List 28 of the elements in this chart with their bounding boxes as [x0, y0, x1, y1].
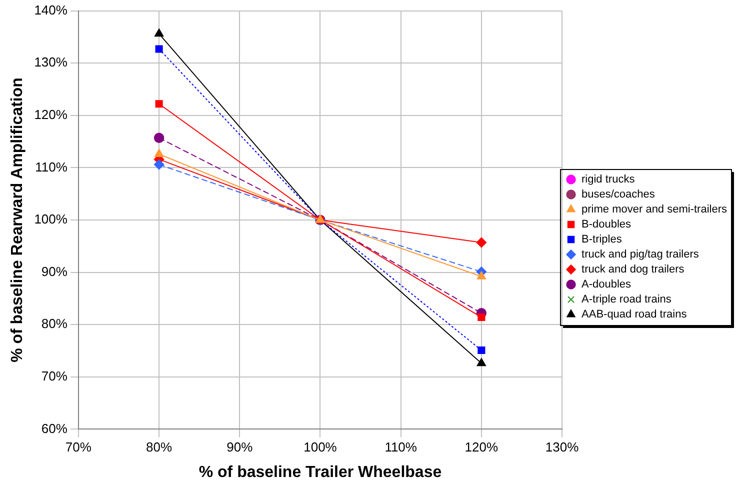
y-tick-label: 120% [34, 106, 68, 122]
y-axis-title: % of baseline Rearward Amplification [9, 78, 26, 362]
x-tick-label: 110% [384, 440, 418, 455]
legend-label: rigid trucks [582, 174, 636, 186]
legend-label: prime mover and semi-trailers [582, 204, 728, 216]
x-tick-label: 120% [464, 440, 498, 455]
legend-label: A-doubles [582, 278, 632, 291]
y-tick-label: 90% [41, 264, 68, 279]
x-tick-label: 80% [146, 440, 172, 455]
y-tick-label: 100% [34, 212, 68, 227]
y-tick-label: 140% [34, 2, 68, 18]
y-tick-label: 60% [41, 420, 68, 436]
legend-label: A-triple road trains [582, 294, 672, 306]
x-tick-label: 130% [545, 440, 580, 455]
legend-label: B-doubles [582, 218, 632, 231]
x-axis-title: % of baseline Trailer Wheelbase [198, 464, 442, 481]
y-tick-label: 80% [41, 316, 68, 332]
y-tick-label: 110% [35, 159, 68, 174]
legend-label: truck and pig/tag trailers [582, 248, 700, 261]
x-tick-label: 100% [304, 440, 338, 455]
y-tick-label: 70% [41, 368, 68, 384]
x-tick-label: 90% [226, 440, 254, 455]
legend-label: buses/coaches [582, 188, 656, 201]
legend-label: AAB-quad road trains [582, 308, 688, 321]
x-tick-label: 70% [65, 440, 92, 455]
legend-label: truck and dog trailers [582, 264, 685, 276]
legend-label: B-triples [582, 234, 622, 246]
y-tick-label: 130% [34, 54, 68, 70]
